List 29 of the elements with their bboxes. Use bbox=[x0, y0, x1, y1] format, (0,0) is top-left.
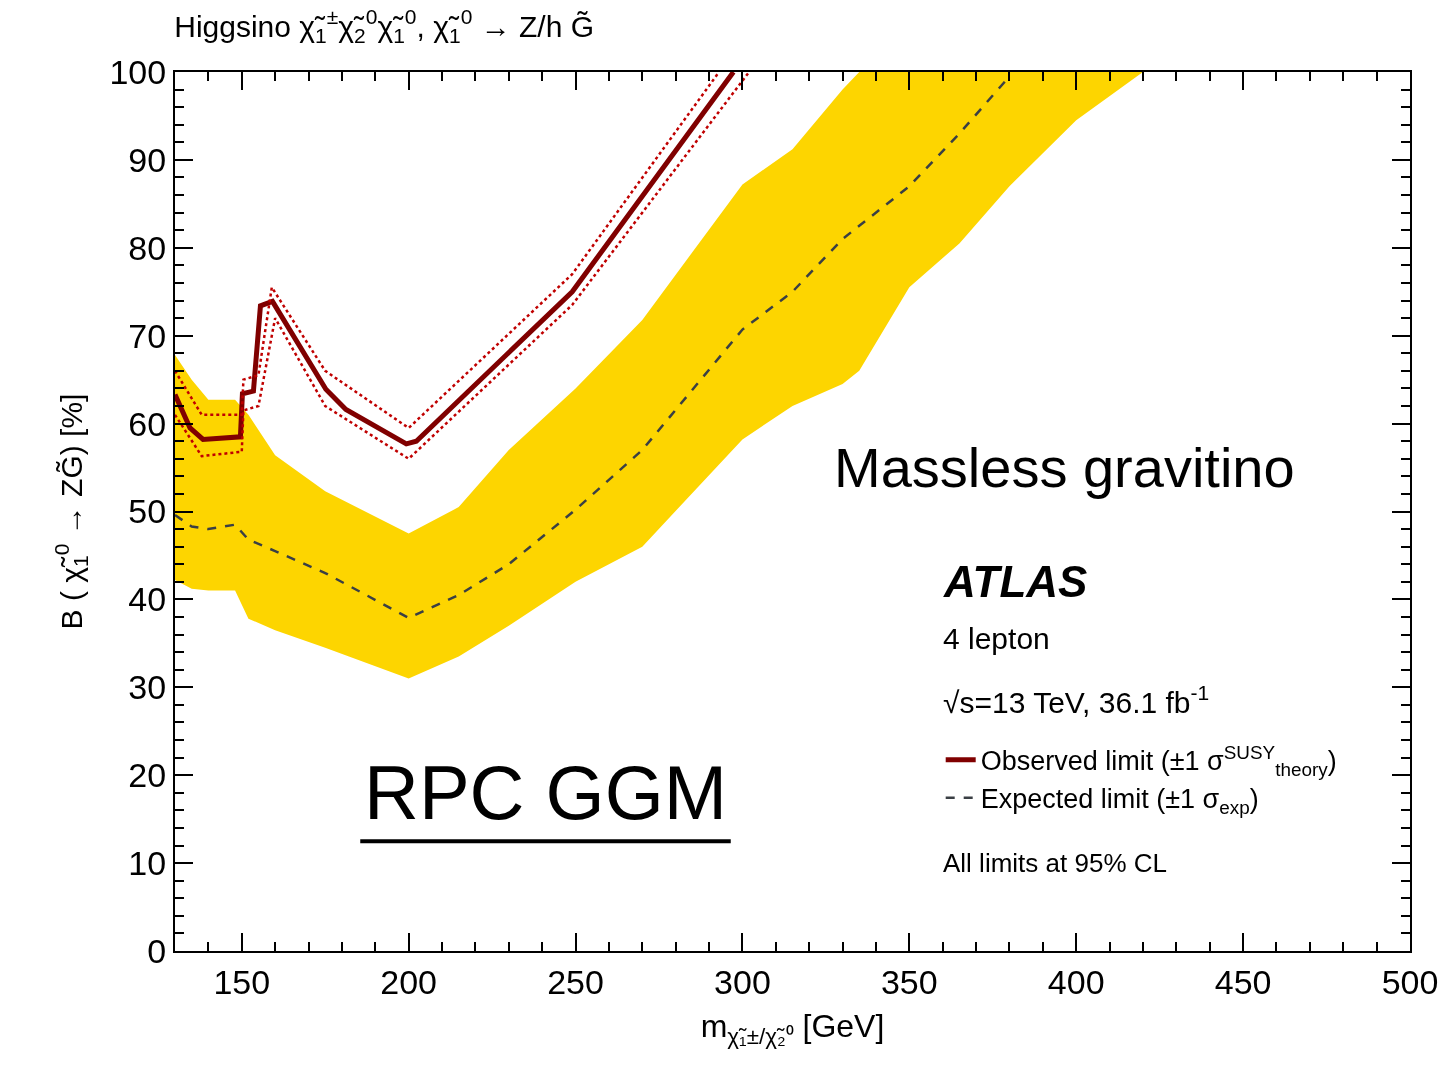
legend-label: Expected limit (±1 σ$_{exp}$) bbox=[980, 784, 1259, 818]
annotation: RPC GGM bbox=[364, 750, 728, 835]
x-tick-label: 300 bbox=[714, 962, 771, 1001]
y-tick-label: 20 bbox=[128, 756, 167, 795]
x-tick-label: 400 bbox=[1047, 962, 1105, 1001]
annotation: 4 lepton bbox=[943, 622, 1050, 655]
y-tick-label: 10 bbox=[128, 844, 167, 882]
chart-title: Higgsino χ̃$_{1}$$^{±}$χ̃$_{2}$$^{0}$χ̃$_{1}$$^{0}$, χ̃$_{1}$$^{0}$ → Z/h G̃ bbox=[174, 5, 595, 48]
y-tick-label: 0 bbox=[147, 931, 167, 970]
x-axis-title: m$_{χ̃₁±/χ̃₂⁰}$ [GeV] bbox=[700, 1008, 885, 1049]
y-tick-label: 50 bbox=[128, 492, 167, 531]
x-tick-label: 200 bbox=[380, 962, 438, 1001]
x-tick-label: 450 bbox=[1214, 962, 1272, 1001]
legend-label: Observed limit (±1 σ$^{SUSY}$$_{theory}$) bbox=[980, 741, 1337, 780]
annotation: ATLAS bbox=[943, 557, 1088, 606]
x-tick-label: 500 bbox=[1381, 962, 1439, 1001]
y-tick-label: 70 bbox=[128, 316, 167, 355]
annotation: √s=13 TeV, 36.1 fb$^{-1}$ bbox=[943, 681, 1210, 719]
y-tick-label: 80 bbox=[128, 228, 167, 267]
x-tick-label: 250 bbox=[547, 962, 604, 1001]
y-tick-label: 30 bbox=[128, 668, 167, 707]
y-tick-label: 40 bbox=[128, 580, 167, 619]
annotation: All limits at 95% CL bbox=[943, 848, 1167, 878]
y-tick-label: 60 bbox=[128, 404, 167, 443]
annotation: Massless gravitino bbox=[834, 436, 1295, 499]
x-tick-label: 350 bbox=[880, 962, 938, 1001]
x-tick-label: 150 bbox=[213, 962, 271, 1001]
y-tick-label: 100 bbox=[109, 52, 167, 91]
y-tick-label: 90 bbox=[128, 140, 167, 179]
